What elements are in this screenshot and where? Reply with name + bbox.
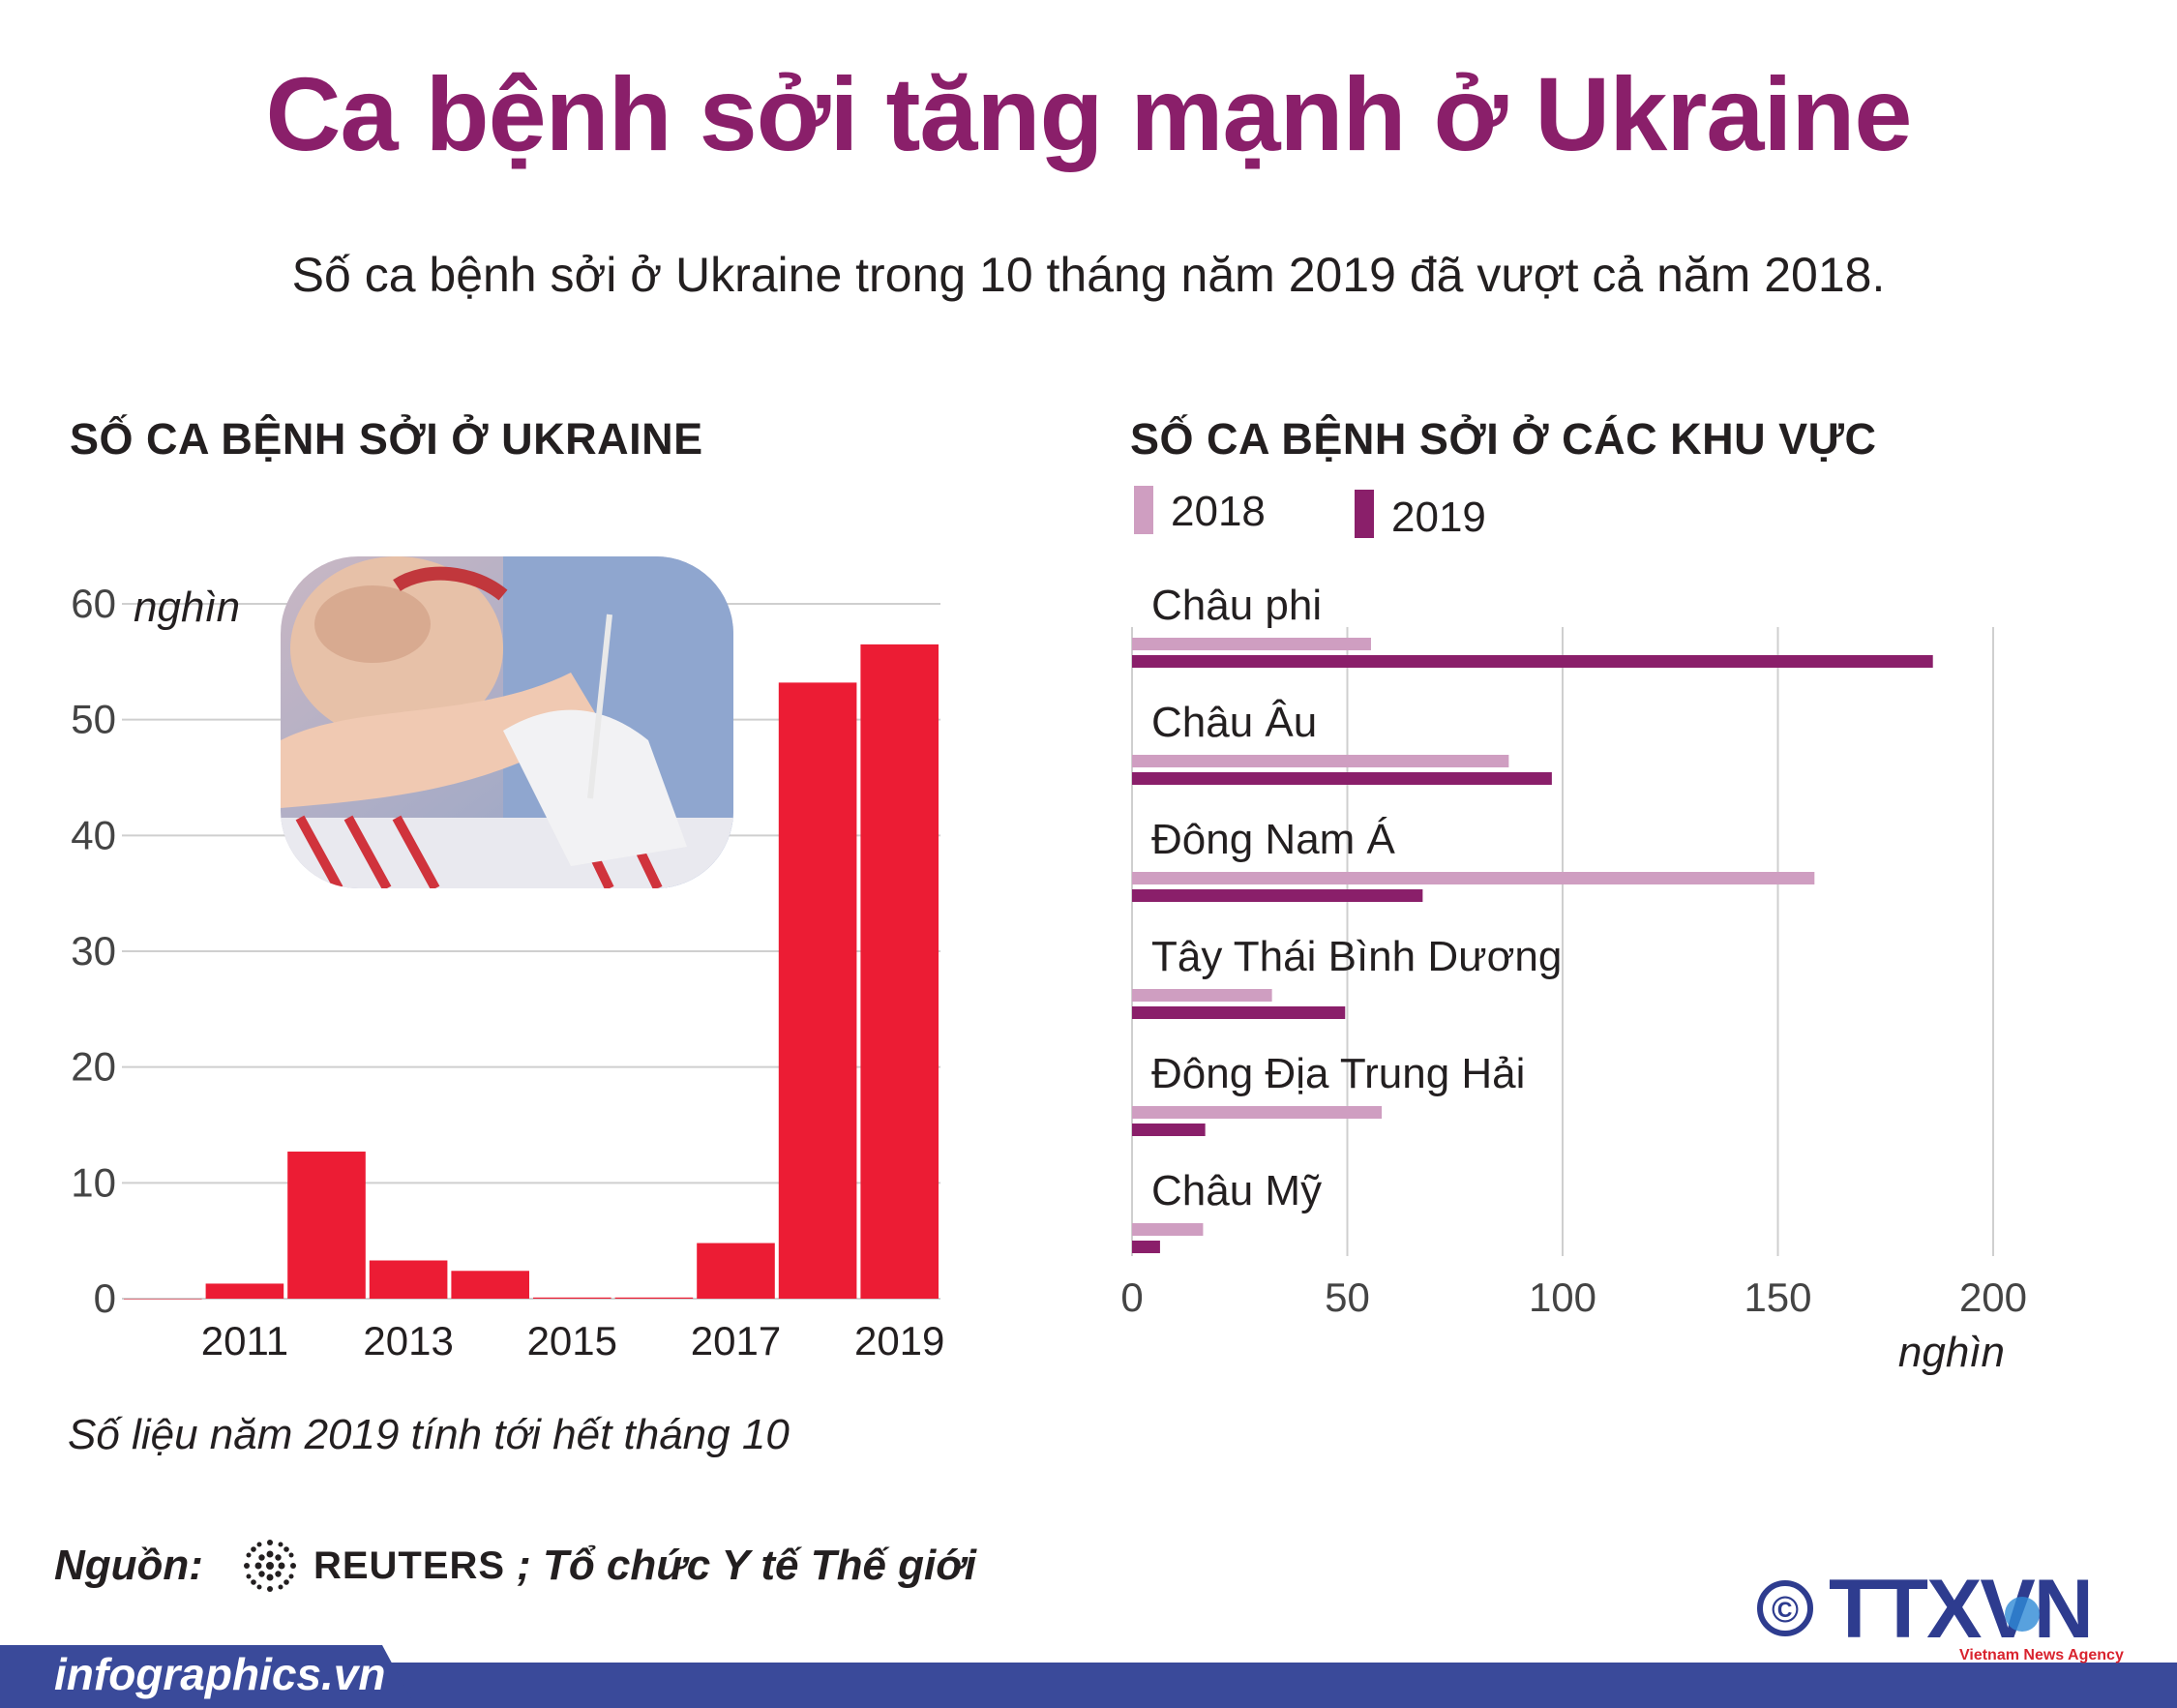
y-tick-label: 20 (71, 1044, 116, 1090)
ttxvn-logo: © TTXVN Vietnam News Agency (1757, 1568, 2124, 1663)
bar-2019 (1132, 889, 1423, 902)
copyright-icon (1757, 1580, 1813, 1636)
bar-2018 (1132, 989, 1272, 1002)
ttxvn-subtitle: Vietnam News Agency (1959, 1647, 2124, 1663)
bar-2018 (1132, 1223, 1204, 1236)
vaccination-photo (281, 556, 733, 888)
copyright-symbol: © (1772, 1590, 1799, 1631)
legend-swatch-2019 (1355, 490, 1374, 538)
bar-2017 (697, 1243, 775, 1299)
y-tick-label: 10 (71, 1159, 116, 1205)
y-tick-label: 30 (71, 928, 116, 974)
footer-bar (0, 1645, 2177, 1708)
x-tick-label: 2011 (201, 1318, 288, 1363)
reuters-logo-icon (243, 1540, 296, 1592)
bar-2019 (1132, 655, 1933, 668)
reuters-wordmark: REUTERS (313, 1543, 506, 1587)
bar-2018 (1132, 755, 1509, 767)
bar-2010 (124, 1299, 202, 1300)
x-tick-label: 2017 (691, 1318, 781, 1363)
globe-icon (2005, 1597, 2040, 1632)
y-tick-label: 60 (71, 581, 116, 626)
bar-2018 (1132, 638, 1371, 650)
bar-2018 (1132, 1106, 1383, 1119)
bar-2019 (1132, 1241, 1160, 1253)
x-tick-label: 0 (1120, 1274, 1143, 1320)
y-axis-unit: nghìn (134, 584, 240, 631)
bar-2012 (287, 1152, 366, 1299)
bar-2016 (614, 1297, 694, 1299)
y-tick-label: 0 (94, 1275, 116, 1321)
x-tick-label: 150 (1744, 1274, 1811, 1320)
x-tick-label: 200 (1959, 1274, 2027, 1320)
legend-swatch-2018 (1134, 486, 1153, 534)
legend-label-2019: 2019 (1391, 494, 1486, 541)
bar-2019 (1132, 1124, 1206, 1136)
legend-label-2018: 2018 (1171, 488, 1266, 535)
source-who: ; Tổ chức Y tế Thế giới (517, 1542, 977, 1589)
category-label: Đông Nam Á (1151, 816, 1396, 863)
x-tick-label: 2015 (527, 1318, 617, 1363)
bar-2015 (533, 1297, 611, 1299)
ttxvn-wordmark: TTXVN (1829, 1568, 2092, 1656)
bar-2011 (205, 1283, 284, 1299)
category-label: Đông Địa Trung Hải (1151, 1050, 1525, 1097)
chart-note: Số liệu năm 2019 tính tới hết tháng 10 (68, 1411, 790, 1458)
y-tick-label: 50 (71, 697, 116, 742)
bar-2018 (1132, 872, 1815, 884)
x-axis-unit: nghìn (1898, 1329, 2005, 1376)
bar-2019 (1132, 1006, 1346, 1019)
category-label: Tây Thái Bình Dương (1151, 933, 1562, 980)
source-line: Nguồn: REUTERS ; Tổ chức Y tế Thế giới (54, 1537, 976, 1595)
regions-chart-title: SỐ CA BỆNH SỞI Ở CÁC KHU VỰC (1130, 414, 1877, 464)
bar-2019 (1132, 772, 1552, 785)
page-title: Ca bệnh sởi tăng mạnh ở Ukraine (265, 55, 1913, 172)
bar-2018 (778, 682, 857, 1299)
x-tick-label: 2013 (363, 1318, 453, 1363)
category-label: Châu Mỹ (1151, 1167, 1322, 1214)
x-tick-label: 2019 (854, 1318, 944, 1363)
page-subtitle: Số ca bệnh sởi ở Ukraine trong 10 tháng … (291, 248, 1886, 302)
source-label: Nguồn: (54, 1542, 203, 1589)
category-label: Châu phi (1151, 582, 1322, 629)
footer-site: infographics.vn (54, 1649, 386, 1699)
y-tick-label: 40 (71, 812, 116, 857)
bar-2014 (451, 1271, 529, 1299)
category-label: Châu Âu (1151, 699, 1317, 746)
x-tick-label: 50 (1325, 1274, 1370, 1320)
ukraine-chart-title: SỐ CA BỆNH SỞI Ở UKRAINE (70, 414, 703, 464)
bar-2019 (860, 644, 939, 1299)
x-tick-label: 100 (1529, 1274, 1596, 1320)
vaccination-photo-illustration (281, 556, 733, 888)
bar-2013 (369, 1260, 448, 1299)
